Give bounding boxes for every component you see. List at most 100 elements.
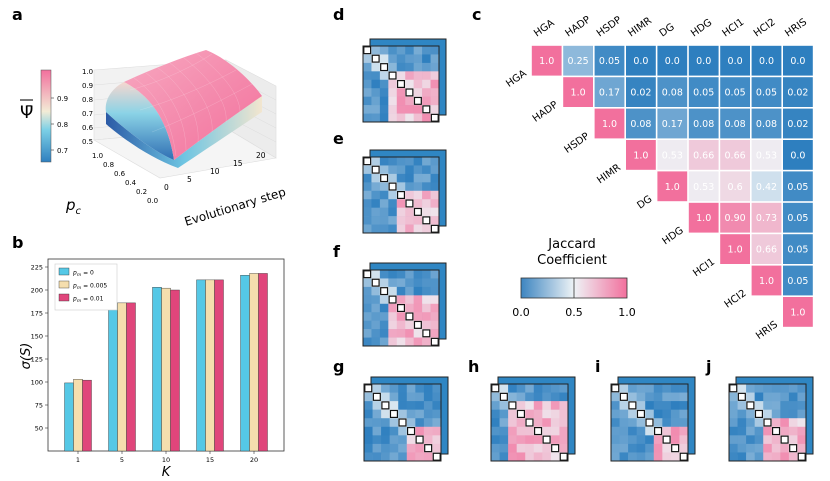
jaccard-cell-value: 0.17 bbox=[599, 88, 620, 99]
jaccard-cell bbox=[688, 140, 719, 170]
jaccard-row-label: HSDP bbox=[563, 131, 592, 156]
jaccard-cell-value: 0.66 bbox=[725, 150, 746, 161]
jaccard-cell-value: 0.0 bbox=[790, 150, 805, 161]
panel-label-b: b bbox=[12, 233, 23, 252]
jaccard-cell-value: 0.05 bbox=[787, 182, 808, 193]
panel-a-surface-plot: Ψ̄ 0.90.80.7 1.00.90.80.70.60.5 1.00.80.… bbox=[20, 50, 287, 229]
jaccard-cell bbox=[783, 171, 813, 202]
jaccard-cell bbox=[751, 77, 782, 107]
jaccard-cell bbox=[688, 108, 719, 139]
jaccard-cell bbox=[594, 45, 625, 76]
jaccard-cell bbox=[657, 77, 688, 107]
psi-colorbar bbox=[40, 69, 52, 163]
jaccard-cell-value: 1.0 bbox=[759, 276, 774, 287]
bar-y-tick-label: 75 bbox=[35, 402, 43, 410]
bar-y-tick-label: 150 bbox=[31, 333, 43, 341]
small-matrices bbox=[362, 38, 814, 462]
jaccard-cell bbox=[783, 140, 813, 170]
bar bbox=[117, 302, 127, 452]
jaccard-cell bbox=[531, 45, 562, 76]
bar bbox=[205, 279, 215, 452]
jaccard-cell-value: 0.6 bbox=[728, 182, 743, 193]
jaccard-cell-value: 0.0 bbox=[759, 56, 774, 67]
small-matrix-e bbox=[362, 149, 447, 234]
jaccard-column-label: HRIS bbox=[783, 17, 809, 40]
z-tick-label: 0.5 bbox=[82, 138, 93, 146]
bar bbox=[240, 275, 250, 452]
jaccard-cell-value: 1.0 bbox=[728, 245, 743, 256]
bar-y-tick-label: 225 bbox=[31, 264, 43, 272]
jaccard-cell bbox=[783, 297, 813, 327]
jaccard-cell bbox=[626, 77, 656, 107]
panel-label-e: e bbox=[333, 129, 344, 148]
jaccard-cell-value: 0.53 bbox=[693, 182, 714, 193]
jaccard-cell bbox=[783, 265, 813, 296]
pc-tick-label: 1.0 bbox=[92, 152, 103, 160]
panel-label-f: f bbox=[333, 242, 341, 261]
bar bbox=[214, 279, 224, 452]
psi-colorbar-label: Ψ̄ bbox=[20, 103, 33, 123]
step-tick-label: 5 bbox=[187, 175, 192, 184]
jaccard-cell-value: 0.05 bbox=[756, 88, 777, 99]
jaccard-cell bbox=[657, 140, 688, 170]
bar-y-tick-label: 175 bbox=[31, 310, 43, 318]
jaccard-cell bbox=[783, 234, 813, 264]
jaccard-cell-value: 1.0 bbox=[633, 150, 648, 161]
bar-series bbox=[64, 273, 268, 452]
jaccard-cell bbox=[626, 108, 656, 139]
small-matrix-h bbox=[490, 376, 576, 462]
jaccard-cell bbox=[720, 171, 750, 202]
jaccard-cell bbox=[783, 202, 813, 233]
bar-y-tick-label: 50 bbox=[35, 425, 43, 433]
jaccard-cell bbox=[626, 45, 656, 76]
z-tick-label: 0.6 bbox=[82, 124, 94, 132]
jaccard-cell bbox=[720, 45, 750, 76]
jaccard-colorbar-title-line2: Coefficient bbox=[537, 253, 607, 268]
jaccard-cell bbox=[563, 45, 593, 76]
jaccard-cell bbox=[751, 45, 782, 76]
jaccard-cell-value: 0.0 bbox=[696, 56, 711, 67]
psi-tick-label: 0.9 bbox=[57, 95, 68, 103]
psi-tick-label: 0.7 bbox=[57, 147, 68, 155]
jaccard-cell bbox=[751, 202, 782, 233]
pc-tick-label: 0.2 bbox=[136, 188, 147, 196]
jaccard-row-label: HCI1 bbox=[691, 257, 717, 280]
panel-label-d: d bbox=[333, 5, 344, 24]
jaccard-cell bbox=[783, 77, 813, 107]
bar-x-tick-label: 10 bbox=[162, 456, 170, 464]
jaccard-column-label: HADP bbox=[564, 14, 593, 39]
jaccard-column-labels: HGA HADP HSDP HIMR DG HDG HCI1 HCI2 HRIS bbox=[532, 14, 809, 39]
bar-y-tick-label: 200 bbox=[31, 287, 43, 295]
jaccard-cell bbox=[563, 77, 593, 107]
panel-c-jaccard-matrix: HGA HADP HSDP HIMR DG HDG HCI1 HCI2 HRIS HGAHADP… bbox=[504, 14, 813, 342]
jaccard-cell-value: 0.73 bbox=[756, 213, 777, 224]
jaccard-cell-value: 0.66 bbox=[693, 150, 714, 161]
jaccard-column-label: HCI1 bbox=[721, 17, 747, 40]
panel-label-c: c bbox=[472, 5, 481, 24]
jaccard-row-label: HADP bbox=[531, 100, 560, 125]
jaccard-row-label: HRIS bbox=[754, 319, 780, 342]
panel-label-j: j bbox=[705, 357, 711, 376]
psi-tick-label: 0.8 bbox=[57, 121, 68, 129]
surface-front-face bbox=[106, 96, 262, 168]
jaccard-cell-value: 0.05 bbox=[787, 245, 808, 256]
jaccard-colorbar-title-line1: Jaccard bbox=[547, 237, 595, 252]
jaccard-cell-value: 0.05 bbox=[599, 56, 620, 67]
pc-tick-label: 0.6 bbox=[114, 170, 126, 178]
jaccard-colorbar-tick: 1.0 bbox=[618, 306, 636, 319]
jaccard-cell-value: 0.25 bbox=[568, 56, 589, 67]
jaccard-cell-value: 0.66 bbox=[756, 245, 777, 256]
jaccard-cell-value: 0.08 bbox=[756, 119, 777, 130]
jaccard-cell-value: 0.0 bbox=[665, 56, 680, 67]
jaccard-column-label: HCI2 bbox=[752, 17, 778, 40]
jaccard-cell bbox=[783, 45, 813, 76]
jaccard-cell bbox=[626, 140, 656, 170]
small-matrix-f bbox=[362, 262, 447, 347]
jaccard-cell bbox=[688, 171, 719, 202]
panel-label-g: g bbox=[333, 357, 344, 376]
surface-left-face bbox=[105, 82, 174, 160]
bar bbox=[73, 379, 83, 452]
bar bbox=[64, 382, 74, 452]
z-tick-label: 0.9 bbox=[82, 82, 93, 90]
bar-x-axis-label: K bbox=[162, 465, 172, 480]
